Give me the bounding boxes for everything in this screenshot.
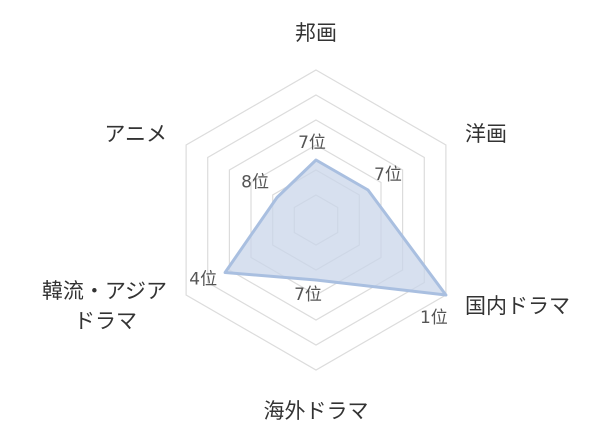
rank-label-5: 8位 xyxy=(241,173,269,193)
axis-label-3: 海外ドラマ xyxy=(264,399,369,423)
rank-label-2: 1位 xyxy=(420,308,448,328)
grid-ring-6 xyxy=(185,69,447,371)
axis-label-4: 韓流・アジアドラマ xyxy=(42,279,167,333)
rank-label-1: 7位 xyxy=(374,165,402,185)
axis-label-2: 国内ドラマ xyxy=(465,294,570,318)
grid-ring-4 xyxy=(228,119,404,321)
rank-area-polygon xyxy=(223,158,448,297)
rank-label-4: 4位 xyxy=(189,270,217,290)
grid-ring-5 xyxy=(207,94,425,346)
axis-label-0: 邦画 xyxy=(295,21,337,45)
axis-label-1: 洋画 xyxy=(465,122,507,146)
rank-label-3: 7位 xyxy=(294,285,322,305)
rank-labels: 7位 7位 1位 7位 4位 8位 xyxy=(189,133,448,328)
grid-ring-3 xyxy=(250,144,382,296)
rank-label-0: 7位 xyxy=(298,133,326,153)
axis-label-5: アニメ xyxy=(104,122,167,146)
